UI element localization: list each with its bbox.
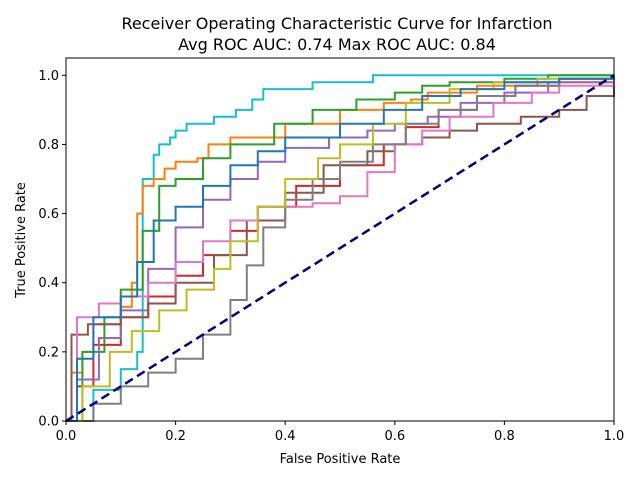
y-axis-ticks: 0.0 0.2 0.4 0.6 0.8 1.0: [38, 69, 66, 430]
chart-subtitle: Avg ROC AUC: 0.74 Max ROC AUC: 0.84: [178, 35, 496, 54]
roc-curve-1: [66, 74, 614, 422]
x-tick-label: 0.6: [384, 429, 405, 444]
x-tick-label: 0.4: [275, 429, 296, 444]
roc-curve-10: [66, 75, 615, 422]
y-tick-label: 0.2: [38, 345, 59, 360]
y-tick-label: 1.0: [38, 69, 59, 84]
x-tick-label: 0.8: [494, 429, 515, 444]
chance-diagonal-line: [65, 74, 615, 423]
plot-lines: [65, 74, 615, 423]
x-axis-ticks: 0.0 0.2 0.4 0.6 0.8 1.0: [56, 421, 625, 444]
plot-frame: [65, 57, 615, 422]
chart-title: Receiver Operating Characteristic Curve …: [121, 14, 552, 33]
y-tick-label: 0.8: [38, 138, 59, 153]
y-tick-label: 0.6: [38, 207, 59, 222]
y-axis-label: True Positive Rate: [14, 182, 29, 299]
x-axis-label: False Positive Rate: [280, 452, 401, 467]
y-tick-label: 0.0: [38, 415, 59, 430]
y-tick-label: 0.4: [38, 276, 59, 291]
x-tick-label: 1.0: [604, 429, 625, 444]
x-tick-label: 0.2: [165, 429, 186, 444]
x-tick-label: 0.0: [56, 429, 77, 444]
